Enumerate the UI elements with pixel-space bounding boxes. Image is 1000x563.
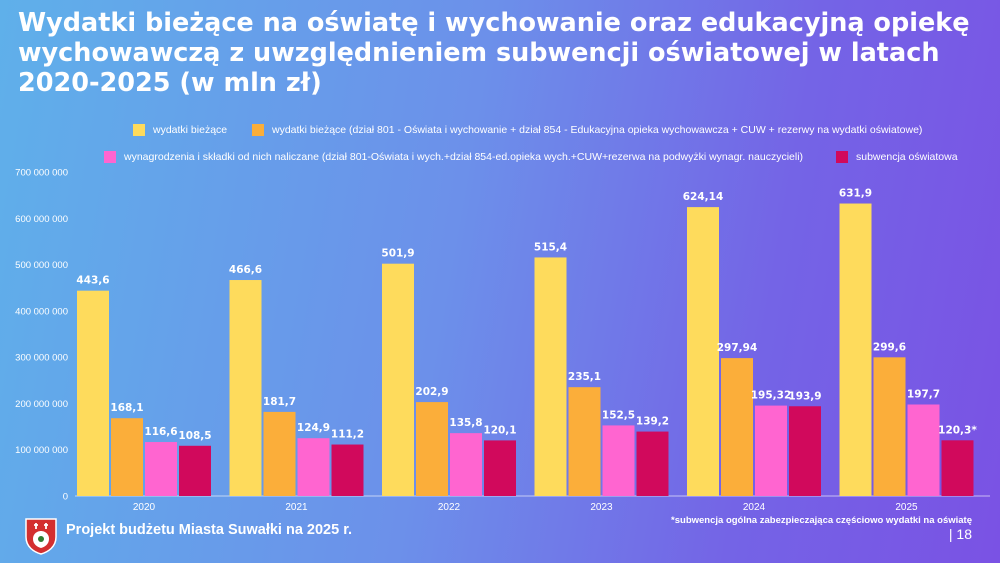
x-tick-label: 2021 — [285, 502, 308, 513]
y-tick-label: 400 000 000 — [15, 306, 68, 317]
bar-2023-series-0 — [534, 257, 567, 496]
bar-value-label: 235,1 — [568, 371, 601, 383]
bar-2025-series-1 — [873, 357, 906, 496]
legend-item-subwencja: subwencja oświatowa — [836, 151, 958, 163]
bar-value-label: 193,9 — [788, 390, 821, 402]
bar-value-label: 443,6 — [76, 275, 109, 287]
legend-label: wydatki bieżące (dział 801 - Oświata i w… — [272, 124, 923, 136]
bar-value-label: 197,7 — [907, 388, 940, 400]
x-tick-label: 2025 — [895, 502, 918, 513]
bar-2022-series-0 — [382, 263, 414, 496]
legend-swatch — [836, 151, 848, 163]
legend-label: subwencja oświatowa — [856, 151, 958, 163]
bar-2023-series-3 — [636, 431, 669, 496]
y-tick-label: 700 000 000 — [15, 168, 68, 179]
bar-2021-series-0 — [229, 280, 262, 496]
bar-value-label: 139,2 — [636, 416, 669, 428]
footer-title: Projekt budżetu Miasta Suwałki na 2025 r… — [66, 522, 353, 538]
bar-2020-series-0 — [77, 290, 109, 496]
x-tick-label: 2022 — [438, 502, 461, 513]
bar-2020-series-2 — [145, 442, 177, 496]
legend-item-wydatki-dzial: wydatki bieżące (dział 801 - Oświata i w… — [252, 124, 922, 136]
legend-swatch — [133, 124, 145, 136]
bar-2022-series-1 — [416, 402, 448, 496]
bar-2021-series-3 — [331, 444, 364, 496]
bar-value-label: 297,94 — [717, 342, 758, 354]
x-tick-label: 2024 — [743, 502, 766, 513]
bar-value-label: 124,9 — [297, 422, 330, 434]
bar-2024-series-2 — [755, 405, 787, 496]
bar-value-label: 116,6 — [144, 426, 177, 438]
y-tick-label: 200 000 000 — [15, 399, 68, 410]
suwalki-coat-of-arms-icon — [25, 518, 57, 555]
bar-value-label: 111,2 — [331, 429, 364, 441]
bar-value-label: 202,9 — [415, 386, 448, 398]
x-tick-label: 2020 — [133, 502, 156, 513]
legend-swatch — [104, 151, 116, 163]
bar-value-label: 120,1 — [483, 424, 516, 436]
bar-2024-series-0 — [687, 207, 719, 496]
bar-value-label: 515,4 — [534, 241, 567, 253]
footnote: *subwencja ogólna zabezpieczająca części… — [671, 515, 972, 526]
y-tick-label: 0 — [63, 492, 68, 503]
y-tick-label: 100 000 000 — [15, 445, 68, 456]
bar-value-label: 195,32 — [751, 390, 792, 402]
bar-2023-series-1 — [568, 387, 601, 496]
bar-2022-series-2 — [450, 433, 482, 496]
bar-value-label: 108,5 — [178, 430, 211, 442]
legend-item-wynagrodzenia: wynagrodzenia i składki od nich naliczan… — [104, 151, 803, 163]
bar-2020-series-3 — [179, 445, 211, 496]
x-tick-label: 2023 — [590, 502, 613, 513]
y-tick-label: 300 000 000 — [15, 353, 68, 364]
bar-2021-series-1 — [263, 411, 296, 496]
legend-swatch — [252, 124, 264, 136]
bar-2020-series-1 — [111, 418, 143, 496]
bar-2025-series-3 — [941, 440, 974, 496]
bar-value-label: 631,9 — [839, 188, 872, 200]
legend-label: wydatki bieżące — [153, 124, 228, 136]
bar-value-label: 466,6 — [229, 264, 262, 276]
bar-2024-series-3 — [789, 406, 821, 496]
bar-value-label: 168,1 — [110, 402, 143, 414]
bar-2025-series-2 — [907, 404, 940, 496]
page-number: | 18 — [948, 526, 972, 542]
bar-value-label: 152,5 — [602, 409, 635, 421]
bar-2022-series-3 — [484, 440, 516, 496]
bar-value-label: 501,9 — [381, 248, 414, 260]
bar-value-label: 624,14 — [683, 191, 724, 203]
bar-2021-series-2 — [297, 438, 330, 496]
legend-label: wynagrodzenia i składki od nich naliczan… — [124, 151, 804, 163]
y-tick-label: 600 000 000 — [15, 214, 68, 225]
bar-2024-series-1 — [721, 358, 753, 496]
bar-value-label: 120,3* — [938, 424, 977, 436]
y-tick-label: 500 000 000 — [15, 260, 68, 271]
bar-value-label: 135,8 — [449, 417, 482, 429]
bar-value-label: 299,6 — [873, 341, 906, 353]
legend-item-wydatki-biezace: wydatki bieżące — [133, 124, 227, 136]
bar-value-label: 181,7 — [263, 396, 296, 408]
bar-2023-series-2 — [602, 425, 635, 496]
bar-2025-series-0 — [839, 203, 872, 496]
page-title: Wydatki bieżące na oświatę i wychowanie … — [18, 8, 970, 98]
